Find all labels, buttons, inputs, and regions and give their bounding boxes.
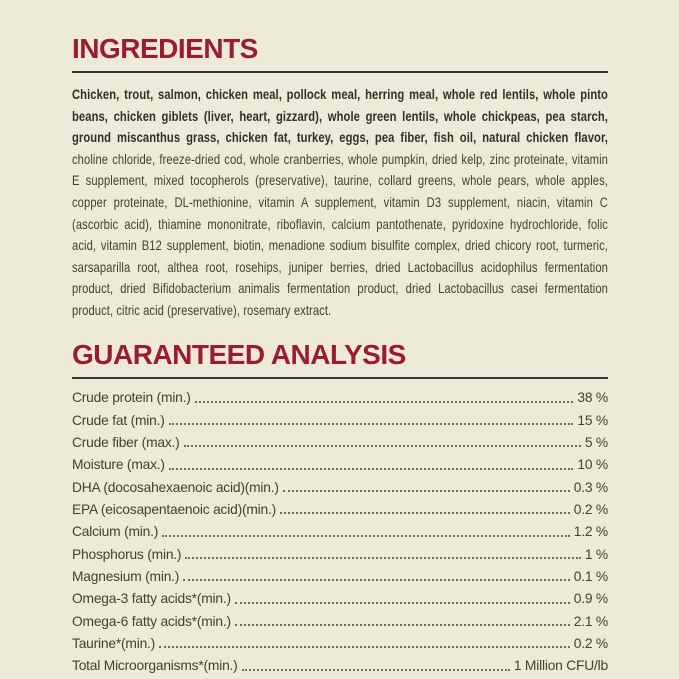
- dot-leader: [183, 445, 581, 448]
- analysis-row-label: Magnesium (min.): [72, 568, 180, 584]
- analysis-row-value: 5 %: [584, 434, 608, 450]
- dot-leader: [241, 668, 510, 671]
- guaranteed-analysis-rule: [72, 376, 608, 379]
- analysis-row-label: Omega-6 fatty acids*(min.): [72, 613, 231, 629]
- analysis-table: Crude protein (min.) 38 % Crude fat (min…: [72, 387, 608, 677]
- analysis-row-label: Calcium (min.): [72, 524, 159, 540]
- analysis-row-label: Crude fiber (max.): [72, 434, 180, 450]
- ingredients-secondary-list: choline chloride, freeze-dried cod, whol…: [72, 151, 608, 318]
- analysis-row: DHA (docosahexaenoic acid)(min.) 0.3 %: [72, 476, 608, 498]
- analysis-row: EPA (eicosapentaenoic acid)(min.) 0.2 %: [72, 498, 608, 520]
- analysis-row-value: 0.9 %: [573, 591, 608, 607]
- analysis-row-label: Omega-3 fatty acids*(min.): [72, 591, 231, 607]
- analysis-row-label: Total Microorganisms*(min.): [72, 658, 238, 674]
- analysis-row: Crude protein (min.) 38 %: [72, 387, 608, 409]
- analysis-row-value: 38 %: [577, 390, 608, 406]
- analysis-row-label: Taurine*(min.): [72, 635, 156, 651]
- analysis-row-label: Phosphorus (min.): [72, 546, 182, 562]
- dot-leader: [185, 557, 581, 560]
- analysis-row-value: 0.2 %: [573, 635, 608, 651]
- analysis-row: Crude fat (min.) 15 %: [72, 409, 608, 431]
- dot-leader: [162, 534, 570, 537]
- ingredients-primary-list: Chicken, trout, salmon, chicken meal, po…: [72, 87, 608, 146]
- analysis-row-value: 1 Million CFU/lb: [513, 658, 608, 674]
- analysis-row: Total Microorganisms*(min.) 1 Million CF…: [72, 655, 608, 677]
- dot-leader: [159, 646, 570, 649]
- dot-leader: [168, 423, 574, 426]
- analysis-row-value: 15 %: [577, 412, 608, 428]
- analysis-row-label: Crude fat (min.): [72, 412, 165, 428]
- dot-leader: [168, 467, 574, 470]
- dot-leader: [282, 490, 570, 493]
- analysis-row: Magnesium (min.) 0.1 %: [72, 565, 608, 587]
- ingredients-rule: [72, 71, 608, 73]
- analysis-row: Moisture (max.) 10 %: [72, 454, 608, 476]
- analysis-row: Omega-3 fatty acids*(min.) 0.9 %: [72, 588, 608, 610]
- guaranteed-analysis-heading: GUARANTEED ANALYSIS: [72, 338, 406, 370]
- analysis-row-label: DHA (docosahexaenoic acid)(min.): [72, 479, 279, 495]
- analysis-row-value: 0.1 %: [573, 568, 608, 584]
- analysis-row-label: EPA (eicosapentaenoic acid)(min.): [72, 501, 277, 517]
- analysis-row-value: 1.2 %: [573, 524, 608, 540]
- analysis-row: Crude fiber (max.) 5 %: [72, 431, 608, 453]
- analysis-row: Omega-6 fatty acids*(min.) 2.1 %: [72, 610, 608, 632]
- dot-leader: [234, 624, 570, 627]
- analysis-row-value: 0.3 %: [573, 479, 608, 495]
- analysis-row: Phosphorus (min.) 1 %: [72, 543, 608, 565]
- analysis-row-label: Crude protein (min.): [72, 390, 191, 406]
- guaranteed-analysis-section: GUARANTEED ANALYSIS Crude protein (min.)…: [72, 338, 608, 679]
- ingredients-section: INGREDIENTS Chicken, trout, salmon, chic…: [72, 34, 608, 322]
- analysis-row: Calcium (min.) 1.2 %: [72, 521, 608, 543]
- analysis-row-label: Moisture (max.): [72, 457, 165, 473]
- analysis-row: Taurine*(min.) 0.2 %: [72, 632, 608, 654]
- dot-leader: [234, 601, 570, 604]
- ingredients-paragraph: Chicken, trout, salmon, chicken meal, po…: [72, 84, 608, 322]
- analysis-row-value: 0.2 %: [573, 501, 608, 517]
- dot-leader: [280, 512, 570, 515]
- analysis-row-value: 2.1 %: [573, 613, 608, 629]
- dot-leader: [183, 579, 570, 582]
- ingredients-heading: INGREDIENTS: [72, 33, 258, 64]
- analysis-row-value: 1 %: [584, 546, 608, 562]
- dot-leader: [194, 400, 574, 403]
- analysis-row-value: 10 %: [577, 457, 608, 473]
